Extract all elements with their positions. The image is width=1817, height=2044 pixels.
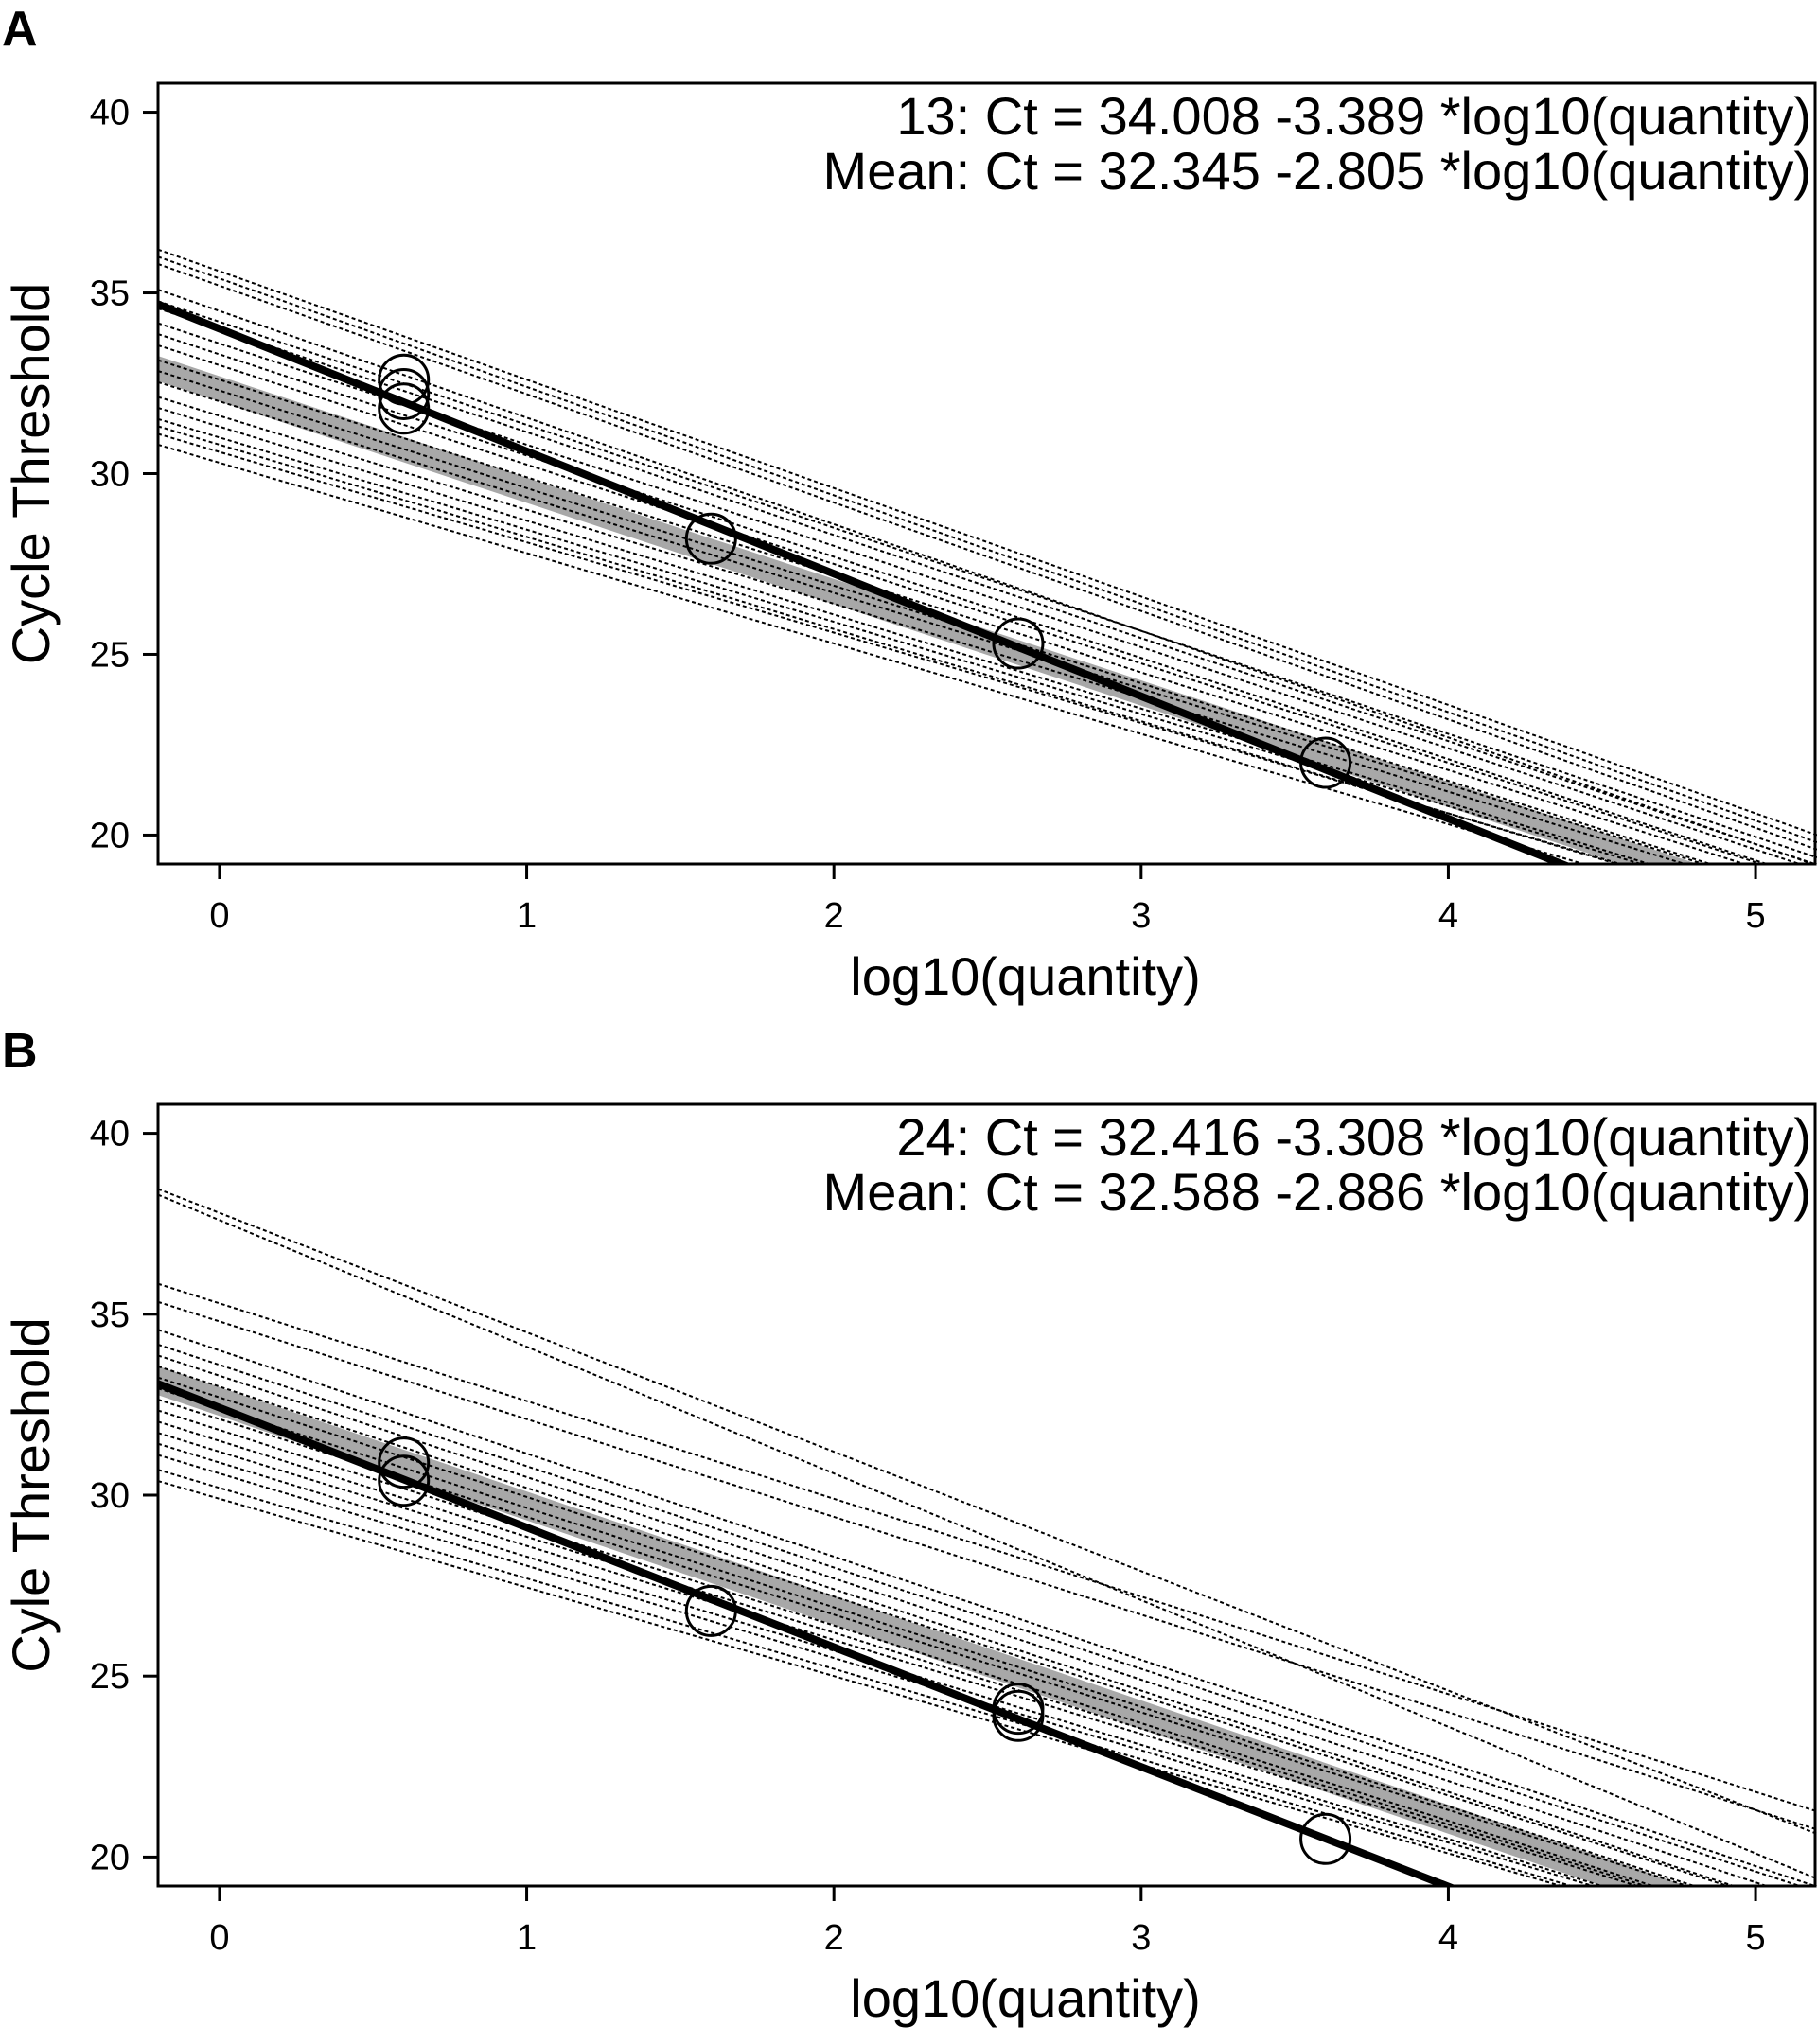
individual-fit-line (158, 1193, 1817, 1880)
individual-fit-line (158, 1343, 1803, 1886)
y-tick-label: 35 (90, 274, 130, 314)
chart-panel-a: 20 25 30 35 40 0 1 2 3 4 5 log10(quantity) Cycle Thr… (1, 2, 1817, 1006)
equation-annotation: Mean: Ct = 32.588 -2.886 *log10(quantity… (823, 1162, 1811, 1222)
x-axis-title: log10(quantity) (850, 946, 1200, 1006)
x-axis-title: log10(quantity) (850, 1968, 1200, 2028)
y-tick-label: 20 (90, 816, 130, 855)
data-point (378, 353, 431, 406)
highlighted-fit-line (158, 1380, 1457, 1886)
individual-fit-line (158, 300, 1817, 859)
individual-fit-line (158, 1480, 1565, 1886)
x-tick-label: 2 (824, 896, 844, 936)
individual-fit-line (158, 396, 1688, 864)
individual-fit-line (158, 407, 1653, 864)
individual-fit-line (158, 359, 1748, 864)
y-tick-label: 30 (90, 1476, 130, 1516)
y-tick-label: 40 (90, 1115, 130, 1154)
individual-fit-line (158, 1399, 1691, 1886)
y-tick-label: 40 (90, 94, 130, 133)
data-point (684, 512, 737, 565)
y-tick-label: 25 (90, 635, 130, 675)
data-point (1299, 736, 1352, 789)
individual-fit-line (158, 248, 1817, 837)
individual-fit-line (158, 1376, 1731, 1886)
y-tick-label: 30 (90, 455, 130, 495)
equation-annotation: 24: Ct = 32.416 -3.308 *log10(quantity) (896, 1107, 1811, 1167)
y-tick-label: 35 (90, 1295, 130, 1335)
y-tick-label: 25 (90, 1657, 130, 1697)
x-tick-label: 5 (1746, 1918, 1766, 1958)
y-tick-label: 20 (90, 1838, 130, 1877)
panel-label: A (2, 2, 38, 57)
x-tick-label: 4 (1438, 1918, 1458, 1958)
individual-fit-line (158, 256, 1817, 844)
x-tick-label: 4 (1438, 896, 1458, 936)
chart-panel-b: 20 25 30 35 40 0 1 2 3 4 5 log10(quantity) Cyle Thre… (1, 1024, 1817, 2028)
individual-fit-line (158, 1442, 1606, 1886)
individual-fit-line (158, 289, 1816, 864)
individual-fit-line (158, 1300, 1817, 1831)
individual-fit-line (158, 1387, 1698, 1886)
individual-fit-line (158, 1409, 1657, 1886)
data-point (1299, 1812, 1352, 1865)
equation-annotation: Mean: Ct = 32.345 -2.805 *log10(quantity… (823, 141, 1811, 201)
individual-fit-line (158, 417, 1645, 864)
individual-fit-line (158, 425, 1621, 864)
individual-fit-line (158, 443, 1587, 864)
individual-fit-line (158, 308, 1817, 864)
data-point (378, 1454, 431, 1507)
data-point (378, 382, 431, 435)
individual-fit-line (158, 1282, 1817, 1813)
panel-label: B (2, 1024, 38, 1079)
data-point (684, 1584, 737, 1637)
x-tick-label: 3 (1131, 1918, 1151, 1958)
highlighted-fit-line (158, 300, 1573, 864)
data-point (378, 1436, 431, 1489)
x-tick-label: 0 (209, 896, 229, 936)
individual-fit-line (158, 1365, 1738, 1886)
individual-fit-line (158, 1329, 1817, 1886)
individual-fit-line (158, 1188, 1817, 1835)
plot-area (158, 248, 1817, 864)
data-point (378, 367, 431, 420)
individual-fit-line (158, 432, 1624, 864)
x-tick-label: 2 (824, 1918, 844, 1958)
x-tick-label: 3 (1131, 896, 1151, 936)
individual-fit-line (158, 344, 1765, 864)
data-point (992, 617, 1045, 670)
y-axis-title: Cycle Threshold (1, 283, 61, 665)
individual-fit-line (158, 263, 1817, 851)
data-point (992, 1689, 1045, 1742)
x-tick-label: 1 (517, 896, 537, 936)
individual-fit-line (158, 1420, 1649, 1886)
equation-annotation: 13: Ct = 34.008 -3.389 *log10(quantity) (896, 86, 1811, 146)
individual-fit-line (158, 380, 1707, 864)
x-tick-label: 1 (517, 1918, 537, 1958)
individual-fit-line (158, 1469, 1575, 1886)
x-tick-label: 0 (209, 1918, 229, 1958)
individual-fit-line (158, 1432, 1641, 1886)
x-tick-label: 5 (1746, 896, 1766, 936)
y-axis-title: Cyle Threshold (1, 1317, 61, 1673)
individual-fit-line (158, 333, 1770, 864)
plot-area (158, 1188, 1817, 1886)
